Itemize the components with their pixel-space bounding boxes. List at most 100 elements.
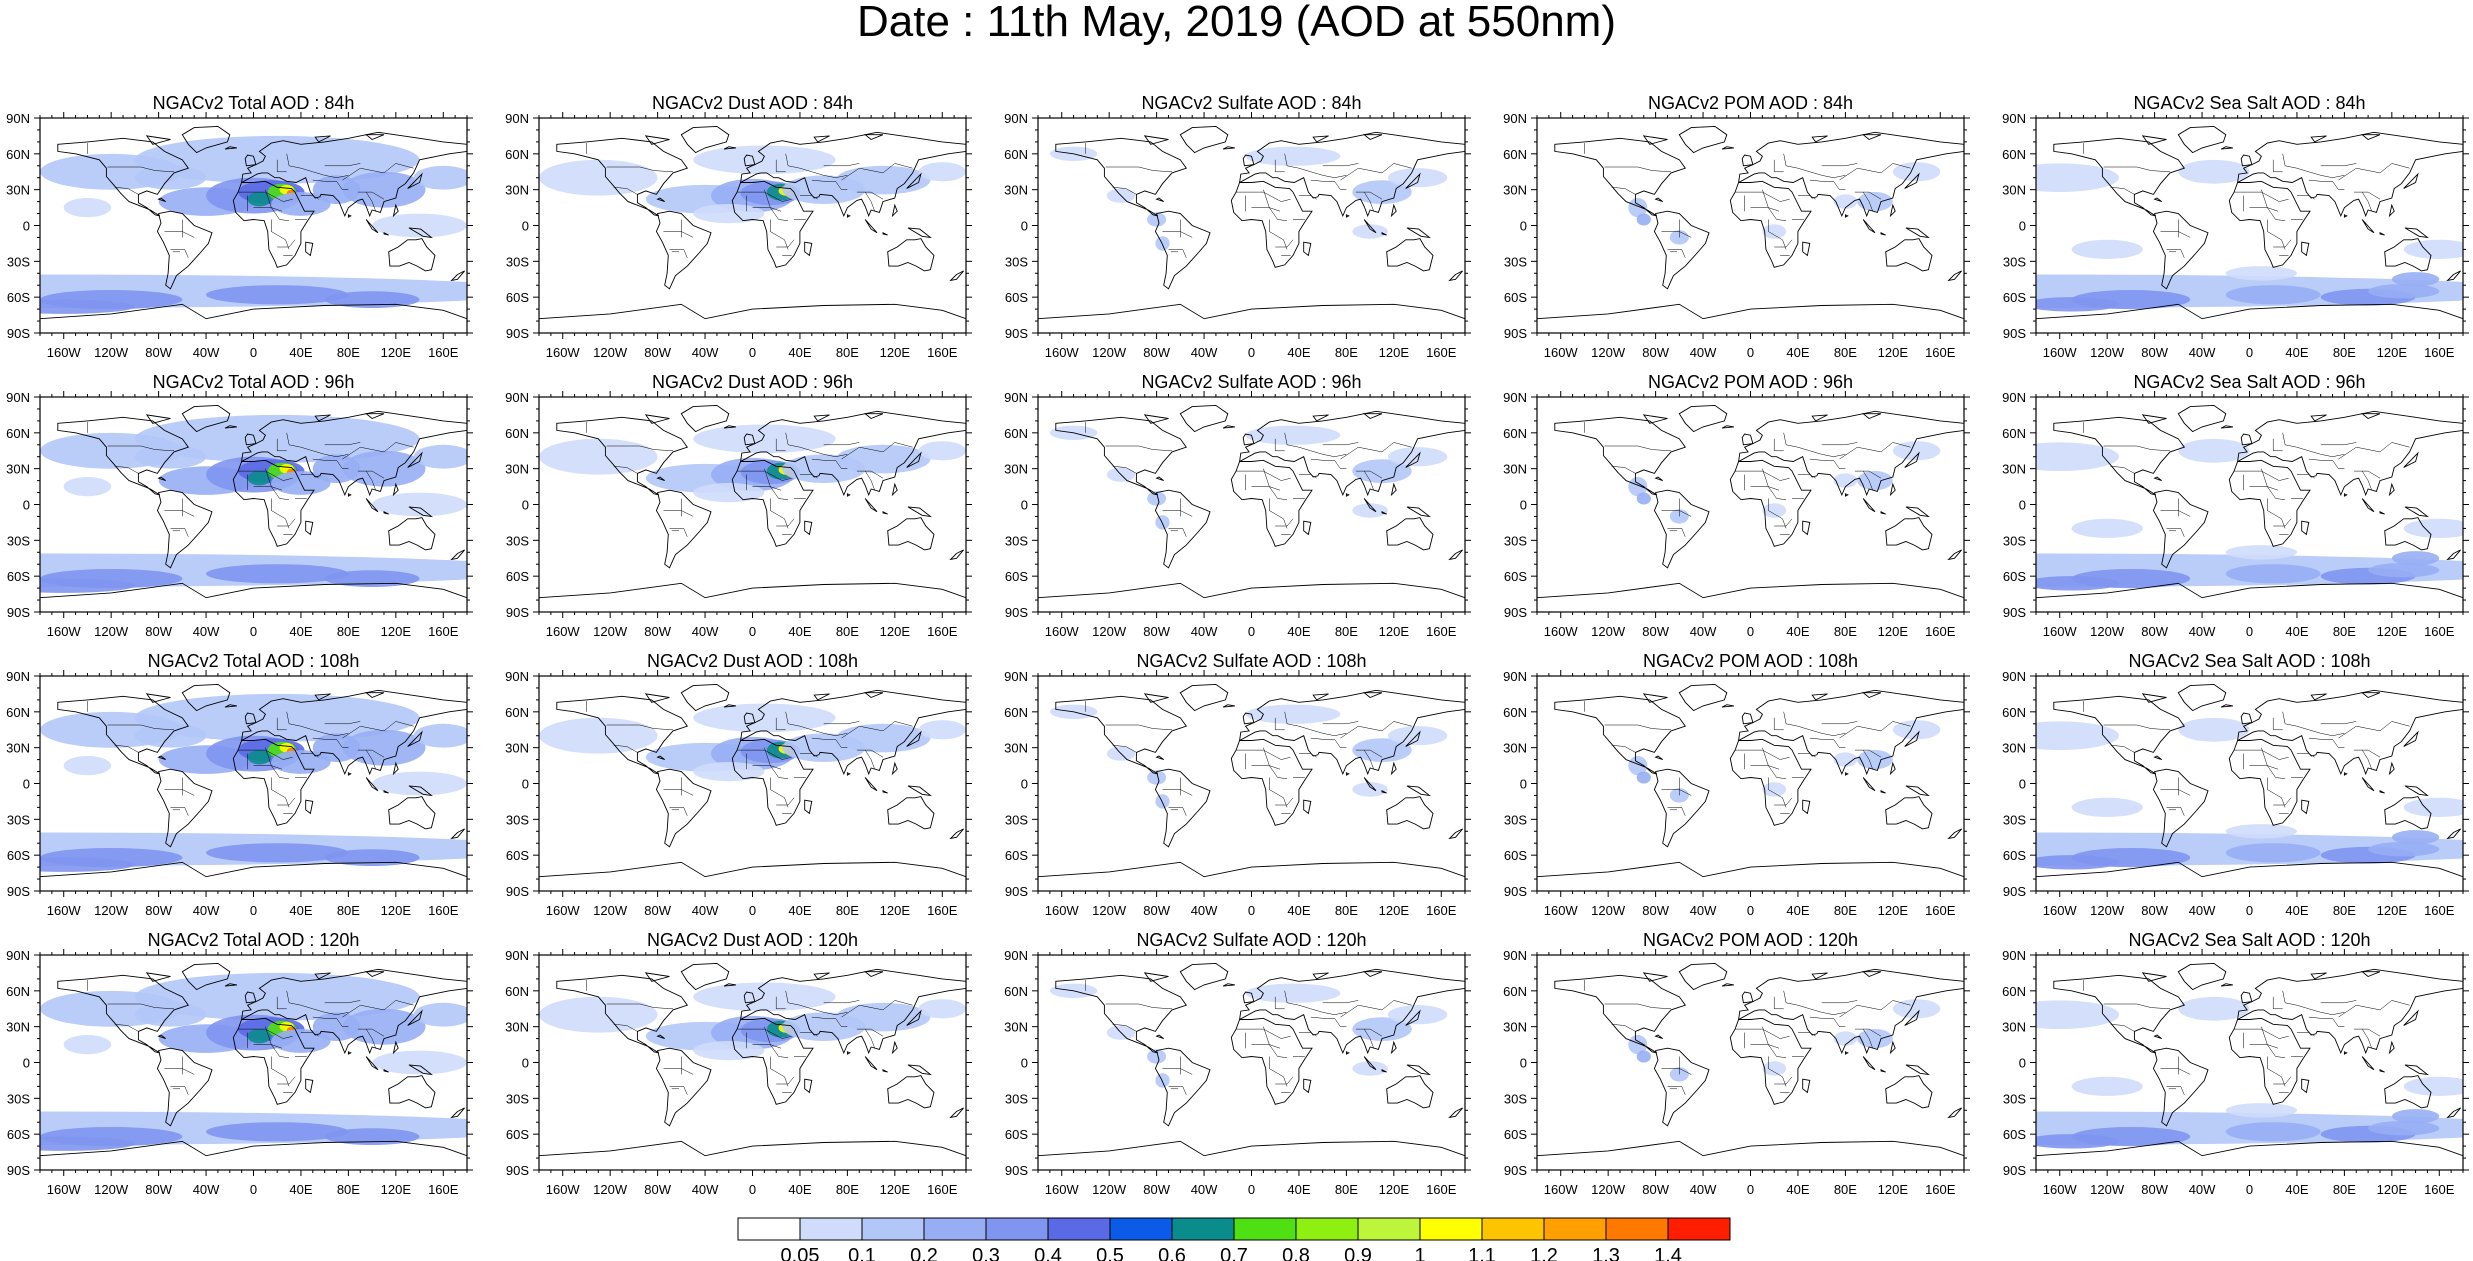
coastline (680, 404, 730, 433)
coastline (57, 974, 190, 1054)
aod-patch (1628, 756, 1648, 776)
coastline (731, 459, 814, 547)
coastline (40, 1140, 467, 1170)
lon-tick-label: 40W (2189, 903, 2216, 918)
aod-patch (539, 159, 658, 196)
lon-tick-label: 80E (1834, 1182, 1857, 1197)
lat-tick-label: 60S (2003, 290, 2026, 305)
lon-tick-label: 0 (250, 624, 257, 639)
coastline (887, 1075, 935, 1109)
aod-patch (40, 578, 135, 593)
island-outline (1242, 991, 1255, 1004)
island-outline (1741, 991, 1754, 1004)
map-background (1038, 397, 1465, 612)
lat-tick-label: 60S (1504, 569, 1527, 584)
island-outline (846, 493, 851, 497)
coastline (156, 768, 213, 848)
island-outline (407, 451, 423, 468)
lon-tick-label: 80E (836, 903, 859, 918)
lon-tick-label: 40E (788, 345, 811, 360)
aod-patch (1155, 794, 1170, 809)
lon-tick-label: 160E (1426, 624, 1457, 639)
lon-tick-label: 40W (1191, 345, 1218, 360)
aod-patch (2225, 266, 2297, 281)
borders (2083, 143, 2410, 258)
lon-tick-label: 80E (1335, 1182, 1358, 1197)
lon-tick-label: 0 (1747, 345, 1754, 360)
country-border (737, 1028, 792, 1039)
coastline (731, 738, 814, 826)
panel-title: NGACv2 POM AOD : 120h (1643, 930, 1858, 950)
lon-tick-label: 120W (1591, 903, 1626, 918)
lat-tick-label: 30N (505, 183, 529, 198)
island-outline (1642, 693, 1668, 703)
country-border (1783, 153, 1798, 169)
island-outline (365, 498, 379, 513)
lat-tick-label: 60N (1503, 147, 1527, 162)
lon-tick-label: 160E (927, 903, 958, 918)
lon-tick-label: 40E (1786, 1182, 1809, 1197)
coastline (2036, 303, 2463, 333)
island-outline (2220, 704, 2233, 708)
island-outline (157, 197, 166, 203)
coastline (2228, 459, 2311, 547)
island-outline (644, 135, 670, 145)
lon-tick-label: 80E (836, 624, 859, 639)
borders (1085, 422, 1412, 537)
island-outline (314, 693, 331, 701)
lat-tick-label: 90N (505, 669, 529, 684)
country-border (2296, 195, 2315, 200)
lat-tick-label: 60S (1504, 290, 1527, 305)
island-outline (1345, 493, 1350, 497)
lon-tick-label: 120E (2377, 345, 2408, 360)
lon-tick-label: 120E (1379, 903, 1410, 918)
coastline (740, 968, 966, 1055)
country-border (1105, 1003, 1173, 1010)
island-outline (846, 1051, 851, 1055)
coastline (1386, 1075, 1434, 1109)
lon-tick-label: 40W (1191, 624, 1218, 639)
lat-tick-label: 30S (2003, 812, 2026, 827)
lon-tick-label: 0 (1248, 624, 1255, 639)
coastline (1179, 962, 1229, 991)
coastlines (2036, 404, 2463, 612)
island-outline (2360, 134, 2381, 141)
country-border (277, 797, 296, 806)
lat-tick-label: 0 (2019, 498, 2026, 513)
island-outline (1363, 777, 1377, 792)
island-outline (1721, 983, 1734, 987)
island-outline (1861, 413, 1882, 420)
coastline (388, 238, 436, 272)
map-panel: NGACv2 Sulfate AOD : 96h 90N 60N 30N 0 30S 60S… (1004, 372, 1471, 639)
island-outline (644, 414, 670, 424)
aod-patch (2391, 272, 2440, 287)
island-outline (906, 451, 922, 468)
island-outline (408, 227, 433, 239)
coastline (1678, 683, 1728, 712)
aod-patch (2071, 797, 2143, 818)
aod-patch (539, 996, 658, 1033)
lat-tick-label: 30S (7, 254, 30, 269)
lat-tick-label: 90N (1503, 390, 1527, 405)
aod-patch (63, 198, 112, 218)
country-border (1797, 446, 1846, 457)
island-outline (2153, 476, 2162, 482)
country-border (1854, 191, 1882, 200)
lon-tick-label: 160W (546, 903, 581, 918)
island-outline (2404, 785, 2429, 797)
country-border (2282, 153, 2297, 169)
aod-patch (2036, 1000, 2119, 1029)
country-border (324, 721, 361, 725)
lon-tick-label: 120W (1092, 1182, 1127, 1197)
aod-patch (2225, 285, 2321, 305)
country-border (1168, 249, 1187, 258)
tick-marks (2030, 391, 2469, 618)
island-outline (157, 1034, 166, 1040)
aod-patch (918, 999, 966, 1019)
island-outline (450, 270, 465, 282)
island-outline (863, 971, 884, 978)
coastline (40, 582, 467, 612)
country-border (1298, 195, 1317, 200)
coastline (2237, 131, 2463, 218)
island-outline (1363, 498, 1377, 513)
